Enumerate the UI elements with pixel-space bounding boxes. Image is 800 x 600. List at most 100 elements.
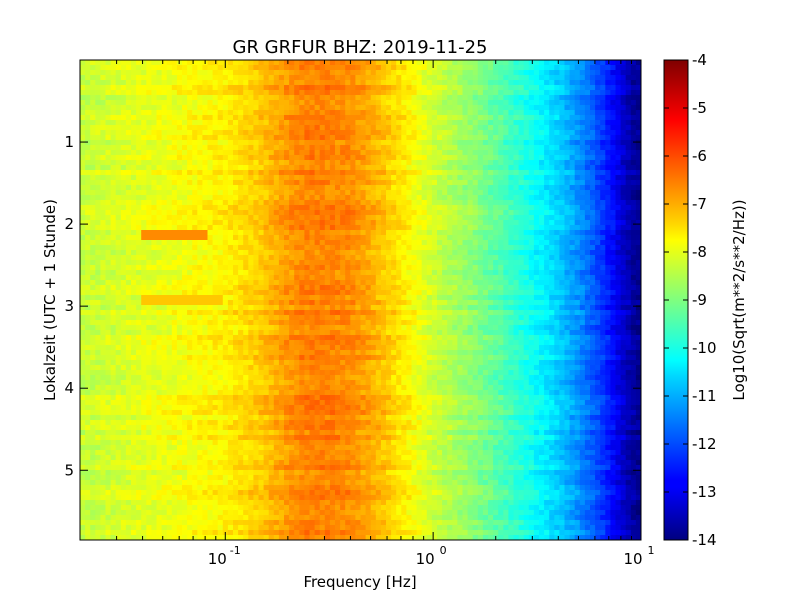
heatmap-cell [426,120,433,126]
heatmap-cell [171,130,178,136]
heatmap-cell [141,205,147,211]
heatmap-cell [411,185,418,191]
heatmap-cell [386,190,392,196]
heatmap-cell [421,180,428,186]
heatmap-cell [437,70,443,76]
heatmap-cell [222,105,229,111]
heatmap-cell [437,280,443,286]
heatmap-cell [539,180,545,186]
heatmap-cell [386,150,392,156]
heatmap-cell [442,155,448,161]
heatmap-cell [406,260,413,266]
heatmap-cell [105,165,112,171]
heatmap-cell [187,110,193,116]
heatmap-cell [197,260,203,266]
heatmap-cell [146,90,152,96]
heatmap-cell [110,285,117,291]
heatmap-cell [380,220,387,226]
heatmap-cell [503,105,509,111]
heatmap-cell [110,225,117,231]
heatmap-cell [233,200,239,206]
heatmap-cell [391,80,397,86]
heatmap-cell [187,190,193,196]
heatmap-cell [120,210,127,216]
heatmap-cell [615,240,622,246]
heatmap-cell [493,130,499,136]
heatmap-cell [182,180,188,186]
heatmap-cell [421,110,428,116]
heatmap-cell [197,215,203,221]
heatmap-cell [227,160,234,166]
heatmap-cell [437,190,443,196]
heatmap-cell [151,180,158,186]
heatmap-cell [233,230,239,236]
heatmap-cell [605,255,611,261]
heatmap-cell [238,250,244,256]
heatmap-cell [498,155,504,161]
heatmap-cell [539,170,545,176]
heatmap-cell [309,270,316,276]
heatmap-cell [411,165,418,171]
heatmap-cell [533,135,540,141]
heatmap-cell [166,65,173,71]
heatmap-cell [477,80,484,86]
heatmap-cell [482,60,489,66]
heatmap-cell [452,185,458,191]
heatmap-cell [222,235,229,241]
heatmap-cell [431,125,438,131]
heatmap-cell [467,75,474,81]
heatmap-cell [105,220,112,226]
heatmap-cell [243,85,249,91]
heatmap-cell [482,165,489,171]
heatmap-cell [452,180,458,186]
heatmap-cell [365,240,372,246]
heatmap-cell [335,140,341,146]
heatmap-cell [493,280,499,286]
heatmap-cell [488,70,494,76]
heatmap-cell [304,150,311,156]
heatmap-cell [253,275,260,281]
heatmap-cell [120,270,127,276]
heatmap-cell [447,80,453,86]
heatmap-cell [370,130,377,136]
heatmap-cell [299,165,305,171]
heatmap-cell [595,195,601,201]
heatmap-cell [544,275,550,281]
heatmap-cell [340,90,346,96]
heatmap-cell [141,180,147,186]
heatmap-cell [375,165,382,171]
heatmap-cell [161,65,168,71]
heatmap-cell [472,270,479,276]
heatmap-cell [467,180,474,186]
heatmap-cell [151,160,158,166]
heatmap-cell [574,170,581,176]
heatmap-cell [518,200,525,206]
heatmap-cell [166,250,173,256]
heatmap-cell [360,260,367,266]
heatmap-cell [141,85,147,91]
heatmap-cell [268,165,275,171]
heatmap-cell [513,215,520,221]
heatmap-cell [131,240,137,246]
heatmap-cell [518,260,525,266]
heatmap-cell [166,285,173,291]
heatmap-cell [482,250,489,256]
heatmap-cell [197,175,203,181]
heatmap-cell [554,85,560,91]
heatmap-cell [472,145,479,151]
heatmap-cell [477,110,484,116]
heatmap-cell [508,165,515,171]
heatmap-cell [360,80,367,86]
heatmap-cell [182,200,188,206]
heatmap-cell [544,140,550,146]
heatmap-cell [610,240,617,246]
heatmap-cell [610,275,617,281]
heatmap-cell [539,80,545,86]
heatmap-cell [156,195,163,201]
heatmap-cell [156,165,163,171]
heatmap-cell [95,125,101,131]
heatmap-cell [375,150,382,156]
heatmap-cell [615,90,622,96]
heatmap-cell [176,260,183,266]
heatmap-cell [355,270,362,276]
